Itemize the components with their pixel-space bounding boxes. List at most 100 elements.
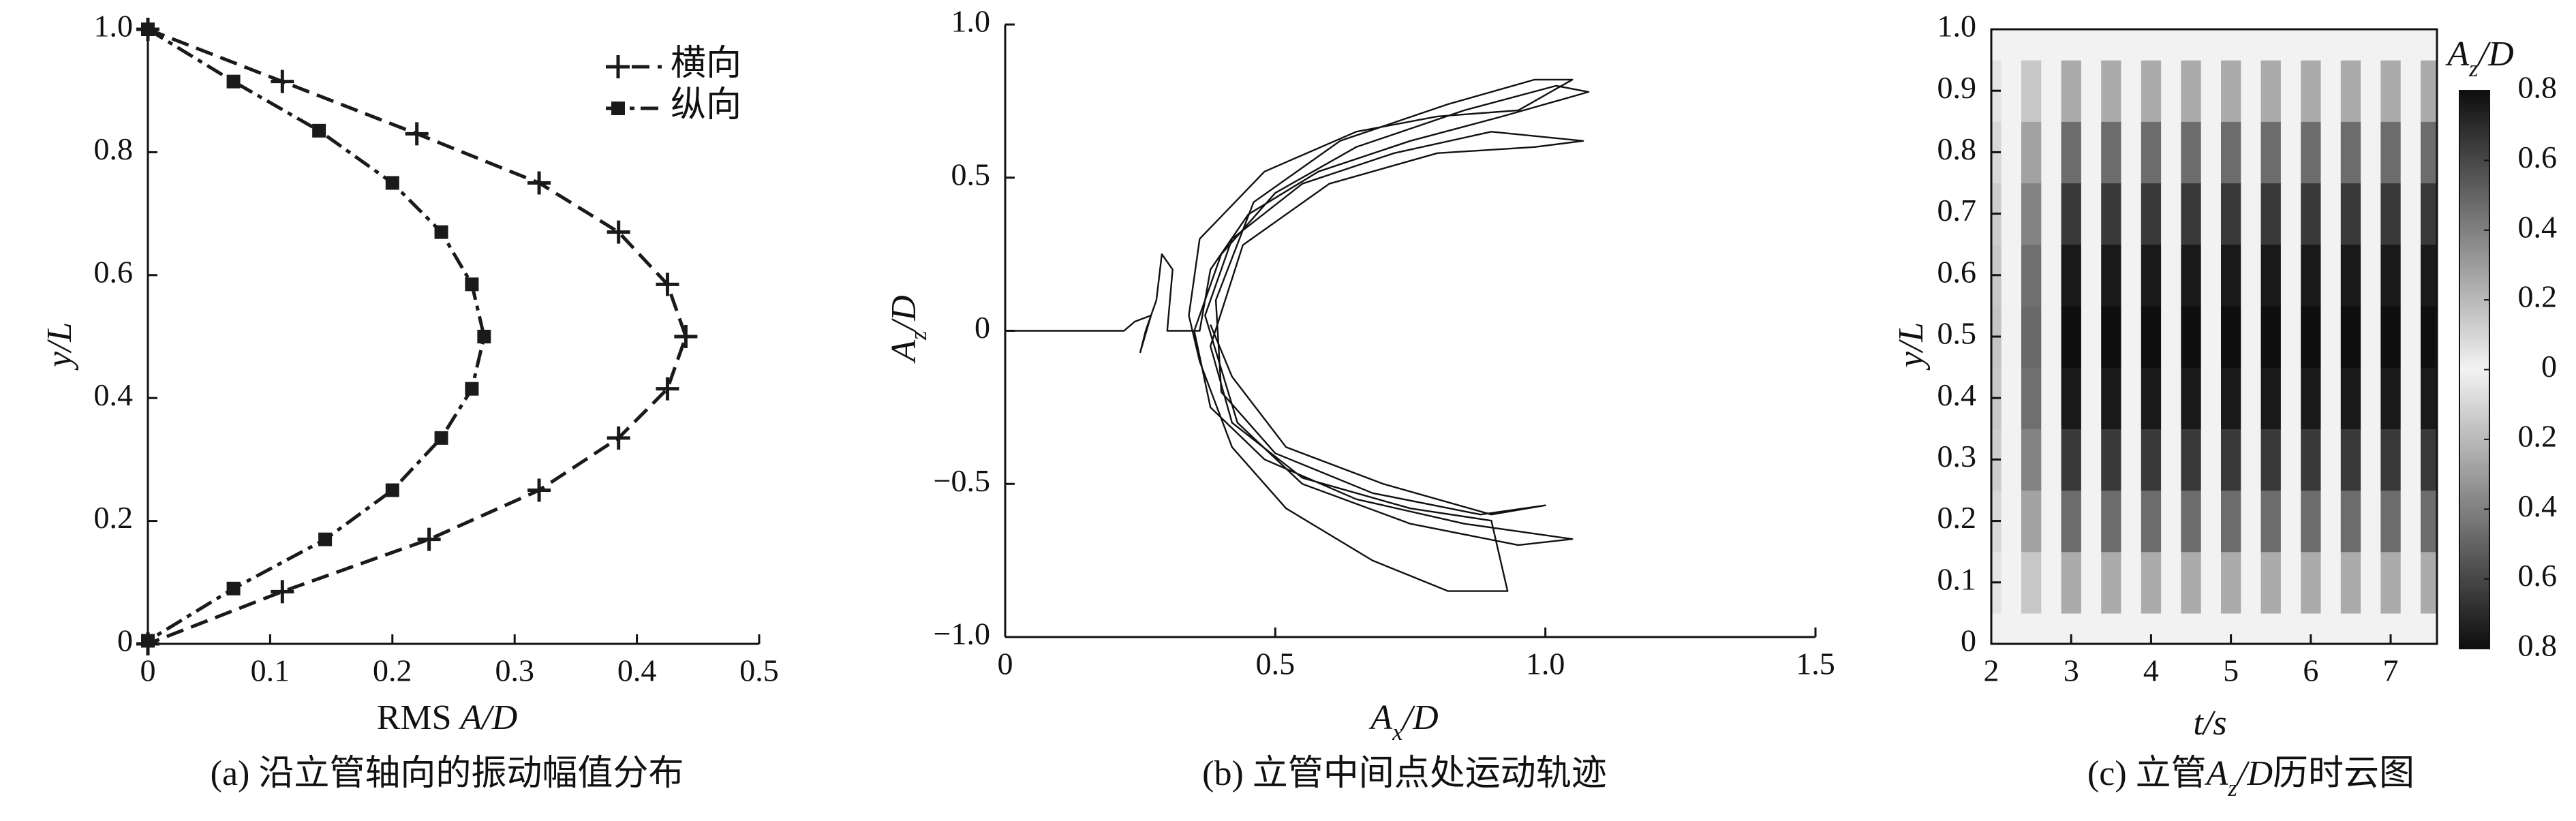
heatmap-cell (2320, 367, 2342, 429)
heatmap-cell (2320, 121, 2342, 184)
y-tick-label: 0 (975, 310, 990, 345)
heatmap-cell (2101, 244, 2122, 307)
y-tick-label: 0.4 (94, 377, 134, 412)
heatmap-cell (2001, 429, 2022, 491)
heatmap-cell (2400, 367, 2421, 429)
heatmap-cell (2260, 613, 2282, 644)
heatmap-cell (2121, 29, 2142, 61)
heatmap-cell (2101, 429, 2122, 491)
heatmap-cell (2201, 60, 2222, 122)
heatmap-cell (2421, 551, 2437, 614)
caption: (c) 立管Az/D历时云图 (2087, 754, 2414, 801)
heatmap-cell (2241, 429, 2262, 491)
heatmap-cell (2301, 60, 2322, 122)
heatmap-cell (2241, 551, 2262, 614)
heatmap-cell (2340, 367, 2361, 429)
heatmap-cell (2141, 429, 2162, 491)
colorbar-tick-label: 0.6 (2518, 558, 2558, 593)
heatmap-cell (2061, 121, 2082, 184)
x-axis-label-part: A/D (459, 698, 518, 737)
heatmap-cell (2380, 551, 2402, 614)
heatmap-cell (2121, 305, 2142, 368)
y-axis-label-part: A (885, 340, 923, 364)
colorbar-tick-label: 0.2 (2518, 418, 2558, 453)
heatmap-cell (2081, 613, 2102, 644)
heatmap-cell (2361, 305, 2381, 368)
y-tick-label: 0.8 (94, 131, 134, 166)
heatmap-cell (2021, 490, 2042, 553)
heatmap-cell (2320, 29, 2342, 61)
heatmap-cell (2260, 121, 2282, 184)
marker (141, 22, 155, 36)
y-axis-label: Az/D (885, 295, 932, 363)
heatmap-cell (2421, 429, 2437, 491)
heatmap-cell (2421, 490, 2437, 553)
heatmap-cell (2201, 490, 2222, 553)
heatmap-cell (2161, 613, 2181, 644)
heatmap-cell (2101, 183, 2122, 245)
heatmap-cell (2181, 429, 2202, 491)
heatmap-cell (2301, 551, 2322, 614)
heatmap-cell (2340, 429, 2361, 491)
caption-part: (c) 立管 (2087, 754, 2207, 793)
heatmap-cell (2361, 244, 2381, 307)
y-axis-label-part: y/L (1892, 322, 1931, 371)
colorbar-label: Az/D (2445, 35, 2513, 82)
heatmap-cell (2101, 551, 2122, 614)
heatmap-cell (2161, 551, 2181, 614)
heatmap-cell (2201, 613, 2222, 644)
heatmap-cell (2340, 305, 2361, 368)
heatmap-cell (2241, 29, 2262, 61)
heatmap-cell (2161, 429, 2181, 491)
marker (465, 277, 479, 292)
heatmap-cell (2001, 244, 2022, 307)
heatmap-cell (2101, 613, 2122, 644)
heatmap-cell (2161, 367, 2181, 429)
heatmap-cell (2221, 60, 2241, 122)
heatmap-cell (2241, 121, 2262, 184)
y-tick-label: 0.2 (94, 500, 134, 535)
heatmap-cell (2001, 490, 2022, 553)
heatmap-cell (2081, 121, 2102, 184)
heatmap-cell (2181, 244, 2202, 307)
heatmap-cell (2161, 121, 2181, 184)
heatmap-cell (2340, 183, 2361, 245)
heatmap-cell (2280, 367, 2301, 429)
heatmap-cell (2421, 60, 2437, 122)
heatmap-cell (2141, 60, 2162, 122)
heatmap-cell (2021, 367, 2042, 429)
heatmap-cell (2181, 29, 2202, 61)
heatmap-cell (2201, 551, 2222, 614)
heatmap-cell (2280, 60, 2301, 122)
heatmap-cell (2181, 551, 2202, 614)
heatmap-cell (2340, 551, 2361, 614)
marker (607, 55, 630, 78)
x-axis-label-part: /D (1401, 698, 1439, 737)
heatmap-cell (2161, 490, 2181, 553)
heatmap-cell (2421, 367, 2437, 429)
heatmap-cell (2081, 60, 2102, 122)
heatmap-cell (2221, 305, 2241, 368)
heatmap-cell (2280, 551, 2301, 614)
heatmap-cell (2380, 121, 2402, 184)
heatmap-cell (2201, 244, 2222, 307)
heatmap-cell (2301, 367, 2322, 429)
heatmap-cell (2161, 60, 2181, 122)
x-axis-label-part: RMS (377, 698, 461, 737)
heatmap-cell (2320, 305, 2342, 368)
heatmap-cell (2320, 613, 2342, 644)
x-tick-label: 0.5 (739, 653, 779, 688)
colorbar-label-part: /D (2477, 35, 2514, 74)
marker (226, 581, 241, 595)
heatmap-cell (2361, 367, 2381, 429)
heatmap-cell (2280, 121, 2301, 184)
heatmap-cell (2041, 244, 2062, 307)
heatmap-cell (2061, 305, 2082, 368)
heatmap-cell (2380, 490, 2402, 553)
heatmap-cell (2141, 367, 2162, 429)
heatmap-cell (2400, 60, 2421, 122)
heatmap-cell (2181, 121, 2202, 184)
heatmap-cell (2340, 29, 2361, 61)
heatmap-cell (2181, 367, 2202, 429)
heatmap-cell (2301, 305, 2322, 368)
